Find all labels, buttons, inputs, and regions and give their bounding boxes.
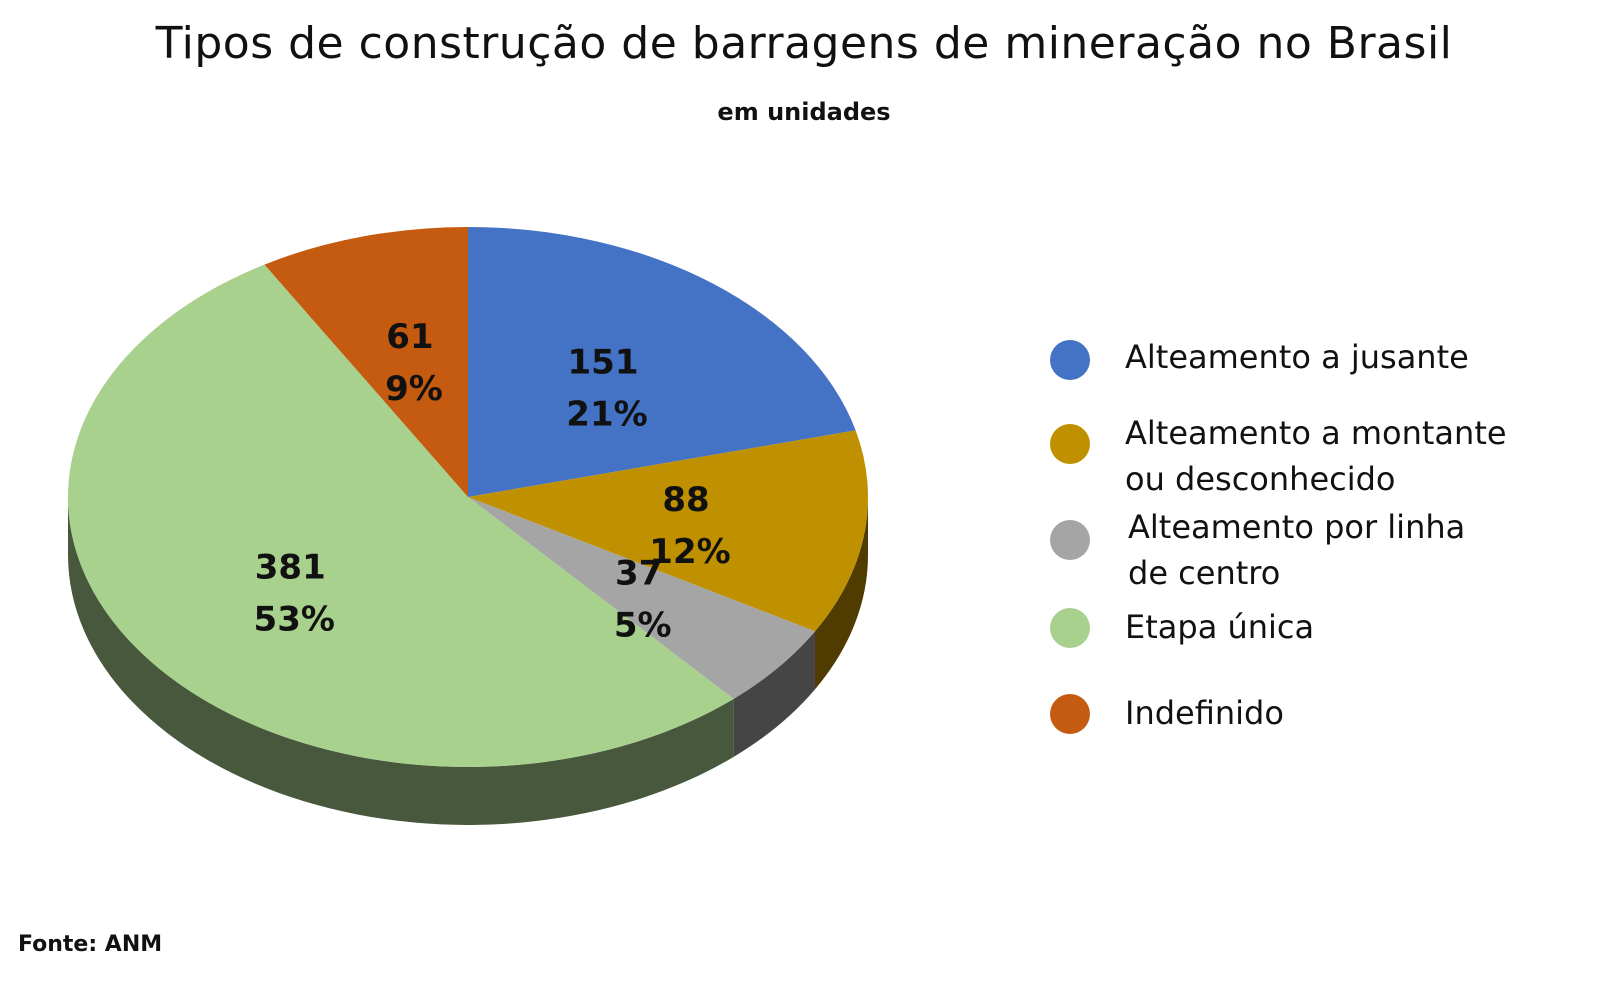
pie-labels-layer: 151 21% 88 12%37 5% 381 53% 61 9% [254, 317, 731, 646]
slice-percent-label: 21% [566, 395, 647, 435]
legend-label: Indefinido [1125, 694, 1284, 732]
legend-label: Etapa única [1125, 608, 1315, 646]
pie-slice-alteamento-por-linha-de-centro [468, 497, 815, 699]
legend-swatch [1050, 608, 1090, 648]
pie-slice-alteamento-a-jusante [468, 227, 856, 497]
pie-slice-alteamento-a-montante-ou-desconhecido [468, 430, 868, 632]
pie-side-etapa-unica [67, 497, 734, 825]
legend-swatch [1050, 424, 1090, 464]
pie-side-alteamento-a-montante-ou-desconhecido [814, 497, 868, 690]
slice-value-label: 61 [386, 317, 433, 357]
slice-value-label: 37 [615, 554, 662, 594]
legend-label: Alteamento por linha de centro [1128, 508, 1466, 592]
pie-top-layer [68, 227, 868, 767]
legend-swatch [1050, 520, 1090, 560]
legend-label: Alteamento a jusante [1125, 338, 1469, 376]
pie-chart: 151 21% 88 12%37 5% 381 53% 61 9% [67, 227, 868, 825]
legend-swatch [1050, 340, 1090, 380]
source-note: Fonte: ANM [18, 932, 163, 957]
slice-percent-label: 5% [614, 606, 672, 646]
pie-slice-etapa-unica [68, 264, 734, 767]
pie-side-alteamento-por-linha-de-centro [733, 631, 815, 757]
chart-title: Tipos de construção de barragens de mine… [155, 18, 1453, 69]
slice-percent-label: 53% [254, 599, 335, 639]
pie-depth-layer [67, 497, 868, 825]
slice-percent-label: 9% [385, 369, 443, 409]
chart-subtitle: em unidades [717, 98, 891, 126]
legend-swatch [1050, 694, 1090, 734]
slice-value-label: 151 [568, 343, 639, 383]
slice-percent-label: 12% [649, 532, 730, 572]
legend-label: Alteamento a montante ou desconhecido [1125, 414, 1507, 498]
slice-value-label: 88 [662, 480, 709, 520]
slice-value-label: 381 [255, 547, 326, 587]
pie-slice-indefinido [264, 227, 468, 497]
